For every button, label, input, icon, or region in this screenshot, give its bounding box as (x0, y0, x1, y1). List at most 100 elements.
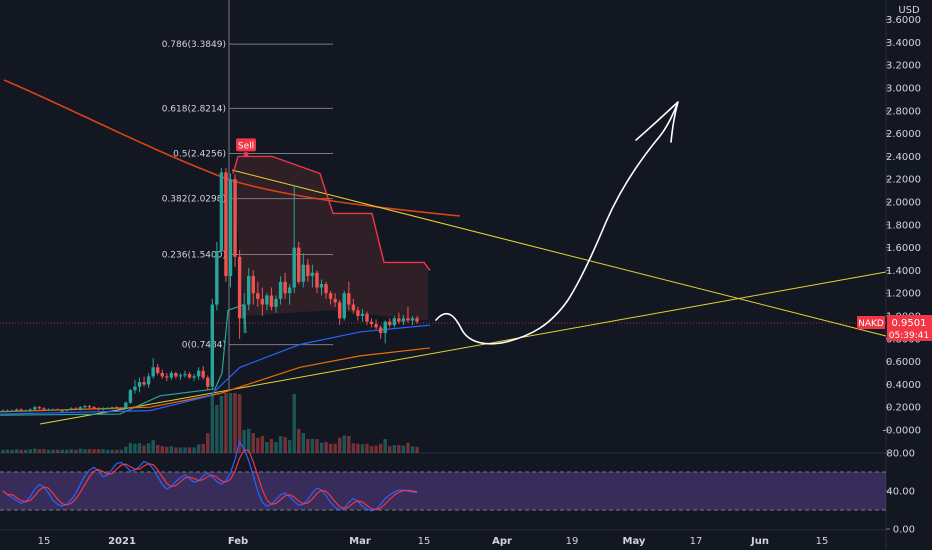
candle (5, 409, 10, 412)
candle (342, 290, 346, 321)
price-tick-label: 2.4000 (886, 152, 921, 163)
candle (274, 295, 278, 313)
candle-body (187, 374, 192, 378)
time-axis[interactable]: 15 2021 Feb Mar 15 Apr 19 May 17 Jun 15 (38, 536, 829, 547)
candle (215, 241, 219, 311)
candle (237, 249, 242, 339)
candle (201, 366, 205, 380)
volume-bar (224, 393, 228, 453)
volume-bar (69, 449, 73, 453)
candle (19, 408, 23, 411)
volume-bar (192, 447, 196, 453)
candle-body (306, 264, 310, 277)
candle (55, 408, 60, 411)
candle-body (115, 407, 119, 409)
candle-body (201, 370, 205, 378)
candle-body (269, 295, 274, 307)
price-tick-label: 3.0000 (886, 84, 921, 95)
last-price-tag: NAKD 0.9501 05:39:41 (857, 315, 932, 341)
candle (196, 367, 201, 380)
candle (192, 374, 196, 381)
fib-level-label: 0.236(1.5400) (162, 250, 226, 260)
last-price-value: 0.9501 (892, 318, 927, 329)
volume-bar (410, 446, 415, 453)
volume-bar (137, 443, 142, 453)
volume-bar (105, 449, 110, 453)
volume-bar (397, 445, 401, 453)
candle (356, 306, 360, 321)
candle (28, 408, 32, 412)
candle (324, 281, 328, 299)
candle (165, 373, 169, 381)
candle (347, 281, 351, 311)
volume-bar (287, 440, 292, 453)
candle-body (415, 318, 419, 322)
fib-level-label: 0.5(2.4256) (173, 149, 226, 159)
freehand-projection-arrow[interactable] (435, 101, 679, 345)
candle-body (14, 409, 19, 411)
candle (174, 371, 178, 379)
candle-body (274, 298, 278, 307)
candle-body (242, 304, 246, 319)
volume-bar (156, 445, 160, 453)
candle-body (137, 382, 142, 387)
indicator-lines (0, 79, 887, 425)
candle-body (338, 302, 342, 319)
volume-bar (324, 442, 328, 453)
candle-body (5, 410, 10, 412)
candle-body (283, 281, 287, 294)
candle-body (146, 376, 151, 385)
time-tick-label: May (623, 536, 646, 547)
volume-bar (174, 447, 178, 453)
candle-body (256, 293, 260, 299)
rsi-band (0, 472, 886, 510)
rsi-pane (2, 440, 418, 512)
candle-body (110, 407, 114, 409)
rsi-tick-label: 0.00 (893, 525, 915, 536)
volume-bar (274, 442, 278, 453)
volume-bar (160, 446, 164, 453)
candle-body (328, 293, 333, 299)
price-tick-label: 1.4000 (886, 266, 921, 277)
candle-body (69, 408, 73, 410)
candle (306, 259, 310, 282)
candle-body (206, 377, 210, 387)
rsi-signal-line (2, 449, 418, 511)
volume-bar (374, 445, 378, 453)
candle-body (74, 408, 78, 410)
volume-bar (128, 443, 133, 453)
volume-bar (83, 449, 87, 453)
volume-bar (378, 443, 383, 453)
descending-trendline (231, 169, 887, 337)
volume-bar (110, 449, 114, 453)
candle (169, 370, 174, 380)
candle (260, 287, 265, 316)
fibonacci-retracement[interactable]: 0.786(3.3849) 0.618(2.8214) 0.5(2.4256) 0.3… (162, 0, 333, 389)
candle (46, 408, 51, 411)
volume-bar (5, 449, 10, 453)
candle-body (406, 318, 410, 321)
candle (287, 284, 292, 305)
volume-bar (292, 394, 296, 453)
volume-bar (342, 435, 346, 453)
candle (128, 388, 133, 404)
candle (297, 241, 301, 285)
rsi-axis[interactable]: 80.00 40.00 0.00 (886, 449, 915, 536)
candle (137, 377, 142, 393)
trailing-stop-line (232, 155, 431, 271)
candle-body (324, 284, 328, 294)
volume-bar (310, 439, 315, 453)
candle-body (65, 409, 69, 411)
candle-body (210, 304, 214, 387)
rsi-tick-label: 40.00 (886, 487, 915, 498)
volume-bar (319, 442, 324, 453)
candle (283, 272, 287, 299)
volume-bar (388, 446, 392, 453)
volume-bar (196, 444, 201, 453)
candle (119, 407, 123, 410)
candle-body (37, 407, 42, 409)
volume-bar (260, 436, 265, 453)
candle-body (360, 313, 365, 316)
candle (256, 281, 260, 307)
